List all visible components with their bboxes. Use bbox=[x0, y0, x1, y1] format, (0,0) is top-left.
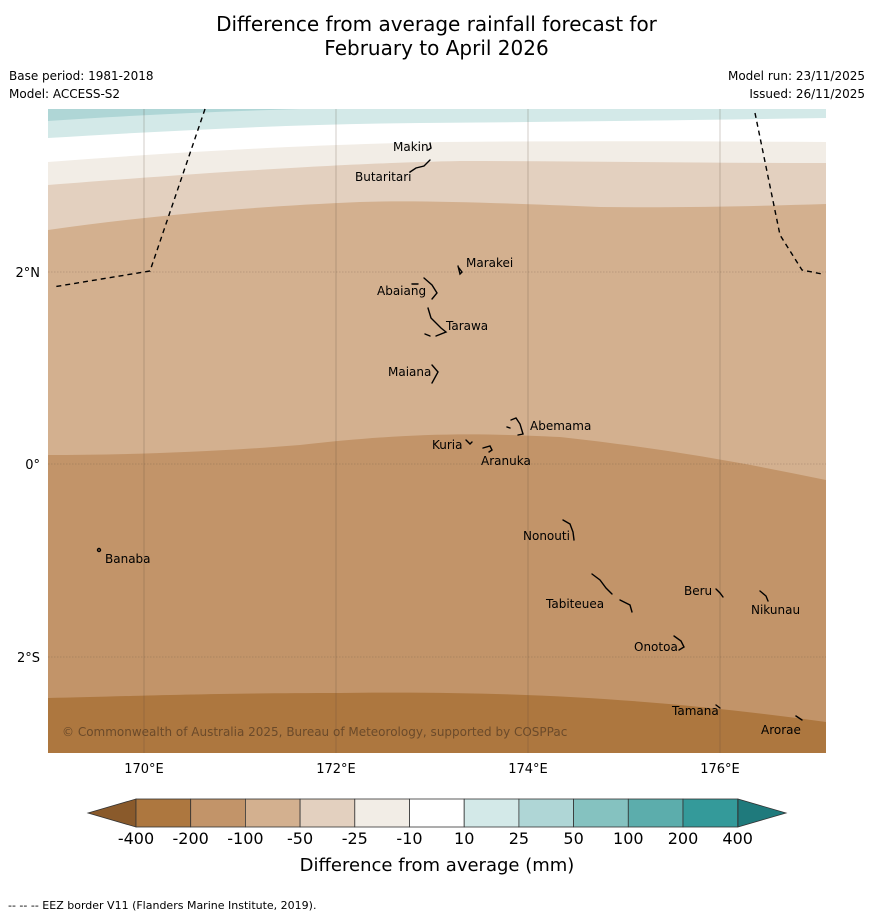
colorbar-segment bbox=[682, 798, 739, 828]
gridlines bbox=[48, 109, 826, 753]
island-makin bbox=[427, 142, 432, 151]
eez-border-east bbox=[754, 112, 823, 275]
colorbar-tick-label: -25 bbox=[342, 829, 368, 848]
label-onotoa: Onotoa bbox=[634, 640, 678, 654]
run-info: Model run: 23/11/2025 Issued: 26/11/2025 bbox=[728, 67, 865, 103]
base-period: Base period: 1981-2018 bbox=[9, 69, 154, 83]
label-arorae: Arorae bbox=[761, 723, 801, 737]
band-25-50 bbox=[48, 109, 826, 138]
island-aranuka bbox=[482, 445, 493, 453]
colorbar-tick-label: -100 bbox=[227, 829, 263, 848]
lon-label-174e: 174°E bbox=[508, 762, 548, 777]
colorbar-segment bbox=[409, 798, 465, 828]
island-tamana bbox=[715, 704, 721, 709]
label-makin: Makin bbox=[393, 140, 429, 154]
colorbar-tick-labels: -400 -200 -100 -50 -25 -10 10 25 50 100 200 400 bbox=[118, 829, 753, 848]
lon-label-176e: 176°E bbox=[700, 762, 740, 777]
island-butaritari bbox=[409, 159, 431, 173]
title-line-2: February to April 2026 bbox=[324, 36, 549, 60]
lon-label-172e: 172°E bbox=[316, 762, 356, 777]
colorbar-tick-label: -10 bbox=[396, 829, 422, 848]
label-tarawa: Tarawa bbox=[445, 319, 488, 333]
colorbar-tick-label: 10 bbox=[454, 829, 474, 848]
colorbar-segment bbox=[463, 798, 520, 828]
eez-border-west bbox=[52, 108, 206, 288]
island-nonouti bbox=[562, 519, 575, 541]
copyright-notice: © Commonwealth of Australia 2025, Bureau… bbox=[62, 725, 567, 739]
island-outlines bbox=[96, 142, 803, 721]
colorbar-segment bbox=[135, 798, 192, 828]
latitude-labels: 2°N 0° 2°S bbox=[16, 266, 41, 666]
model-name: Model: ACCESS-S2 bbox=[9, 87, 121, 101]
island-arorae bbox=[795, 715, 803, 721]
label-nonouti: Nonouti bbox=[523, 529, 570, 543]
colorbar-segment bbox=[573, 798, 629, 828]
colorbar-tick-label: 400 bbox=[722, 829, 753, 848]
island-tabiteuea-north bbox=[591, 573, 613, 595]
issued-date: Issued: 26/11/2025 bbox=[749, 87, 865, 101]
label-maiana: Maiana bbox=[388, 365, 431, 379]
colorbar-tick-label: 50 bbox=[563, 829, 583, 848]
island-abaiang bbox=[423, 277, 438, 300]
model-run: Model run: 23/11/2025 bbox=[727, 69, 865, 83]
colorbar-segment bbox=[244, 798, 301, 828]
label-tamana: Tamana bbox=[671, 704, 719, 718]
label-abaiang: Abaiang bbox=[377, 284, 426, 298]
label-beru: Beru bbox=[684, 584, 712, 598]
band-50-100 bbox=[48, 109, 300, 121]
colorbar-segments bbox=[135, 798, 739, 828]
label-abemama: Abemama bbox=[530, 419, 591, 433]
lat-label-2s: 2°S bbox=[17, 651, 40, 666]
island-tabiteuea-south bbox=[619, 599, 633, 613]
colorbar-tick-label: -400 bbox=[118, 829, 154, 848]
colorbar-segment bbox=[299, 798, 356, 828]
island-onotoa bbox=[673, 635, 685, 651]
label-aranuka: Aranuka bbox=[481, 454, 531, 468]
island-tarawa bbox=[427, 307, 448, 337]
title-line-1: Difference from average rainfall forecas… bbox=[216, 12, 657, 36]
place-labels: Makin Butaritari Marakei Abaiang Tarawa … bbox=[105, 140, 801, 737]
label-banaba: Banaba bbox=[105, 552, 151, 566]
label-nikunau: Nikunau bbox=[751, 603, 800, 617]
colorbar: -400 -200 -100 -50 -25 -10 10 25 50 100 200 400 bbox=[86, 798, 788, 848]
lat-label-0: 0° bbox=[25, 458, 40, 473]
island-maiana bbox=[431, 364, 439, 384]
colorbar-tick-label: 100 bbox=[613, 829, 644, 848]
label-marakei: Marakei bbox=[466, 256, 513, 270]
label-tabiteuea: Tabiteuea bbox=[545, 597, 604, 611]
colorbar-segment bbox=[518, 798, 575, 828]
island-abemama-west bbox=[506, 426, 511, 429]
map-title: Difference from average rainfall forecas… bbox=[0, 12, 873, 60]
colorbar-title: Difference from average (mm) bbox=[300, 855, 575, 876]
model-info: Base period: 1981-2018 Model: ACCESS-S2 bbox=[9, 67, 154, 103]
colorbar-segment bbox=[190, 798, 246, 828]
colorbar-tick-label: -200 bbox=[173, 829, 209, 848]
longitude-labels: 170°E 172°E 174°E 176°E bbox=[124, 762, 740, 777]
colorbar-over-arrow bbox=[737, 798, 788, 828]
island-kuria bbox=[465, 439, 473, 445]
eez-footnote: -- -- -- EEZ border V11 (Flanders Marine… bbox=[8, 899, 317, 912]
colorbar-under-arrow bbox=[86, 798, 137, 828]
island-nikunau bbox=[759, 590, 769, 602]
eez-borders bbox=[52, 108, 823, 288]
colorbar-segment bbox=[627, 798, 684, 828]
colorbar-segment bbox=[354, 798, 410, 828]
lon-label-170e: 170°E bbox=[124, 762, 164, 777]
island-tarawa-west bbox=[424, 333, 431, 337]
label-kuria: Kuria bbox=[432, 438, 463, 452]
island-beru bbox=[715, 588, 724, 598]
contour-bands bbox=[48, 109, 826, 753]
island-abemama bbox=[510, 417, 524, 436]
lat-label-2n: 2°N bbox=[16, 266, 41, 281]
label-butaritari: Butaritari bbox=[355, 170, 412, 184]
island-banaba bbox=[96, 547, 102, 553]
colorbar-tick-label: 25 bbox=[509, 829, 529, 848]
island-marakei bbox=[457, 265, 463, 276]
colorbar-tick-label: -50 bbox=[287, 829, 313, 848]
colorbar-tick-label: 200 bbox=[668, 829, 699, 848]
